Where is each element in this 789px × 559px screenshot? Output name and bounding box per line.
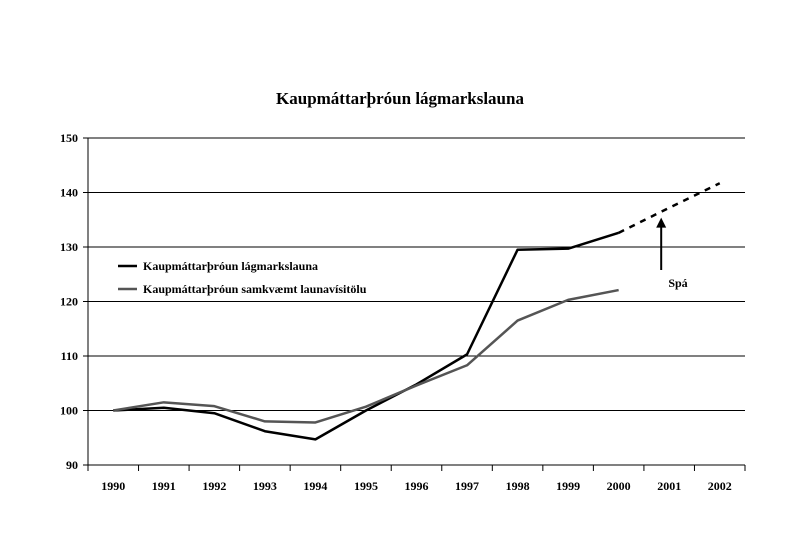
series-line-wage-index <box>113 288 619 424</box>
x-tick-label: 1996 <box>405 479 429 493</box>
x-tick-label: 2000 <box>607 479 631 493</box>
forecast-annotation: Spá <box>656 217 688 290</box>
forecast-label: Spá <box>668 276 687 290</box>
x-tick-label: 1994 <box>303 479 327 493</box>
legend-label-minimum-wage: Kaupmáttarþróun lágmarkslauna <box>143 259 318 273</box>
x-tick-label: 1993 <box>253 479 277 493</box>
y-tick-label: 110 <box>61 349 78 363</box>
x-tick-label: 1992 <box>202 479 226 493</box>
x-tick-label: 1990 <box>101 479 125 493</box>
legend-label-wage-index: Kaupmáttarþróun samkvæmt launavísitölu <box>143 282 367 296</box>
forecast-arrow-head <box>656 217 667 228</box>
series-line-minimum-wage <box>113 231 620 441</box>
forecast-line <box>618 182 721 234</box>
y-tick-label: 100 <box>60 404 78 418</box>
x-tick-label: 1991 <box>152 479 176 493</box>
x-tick-label: 1995 <box>354 479 378 493</box>
x-tick-label: 2001 <box>657 479 681 493</box>
x-tick-label: 1999 <box>556 479 580 493</box>
y-tick-label: 130 <box>60 240 78 254</box>
x-tick-label: 2002 <box>708 479 732 493</box>
y-tick-label: 150 <box>60 131 78 145</box>
y-tick-label: 140 <box>60 186 78 200</box>
y-tick-label: 90 <box>66 458 78 472</box>
x-tick-label: 1997 <box>455 479 479 493</box>
chart-title: Kaupmáttarþróun lágmarkslauna <box>276 89 524 108</box>
y-tick-label: 120 <box>60 295 78 309</box>
axes-layer: 90 100 110 120 130 140 150 1990 1991 1992 1993 1994… <box>60 131 746 493</box>
series-layer <box>113 182 721 441</box>
grid-layer <box>88 137 745 411</box>
x-tick-label: 1998 <box>506 479 530 493</box>
legend: Kaupmáttarþróun lágmarkslauna Kaupmáttar… <box>118 259 367 296</box>
